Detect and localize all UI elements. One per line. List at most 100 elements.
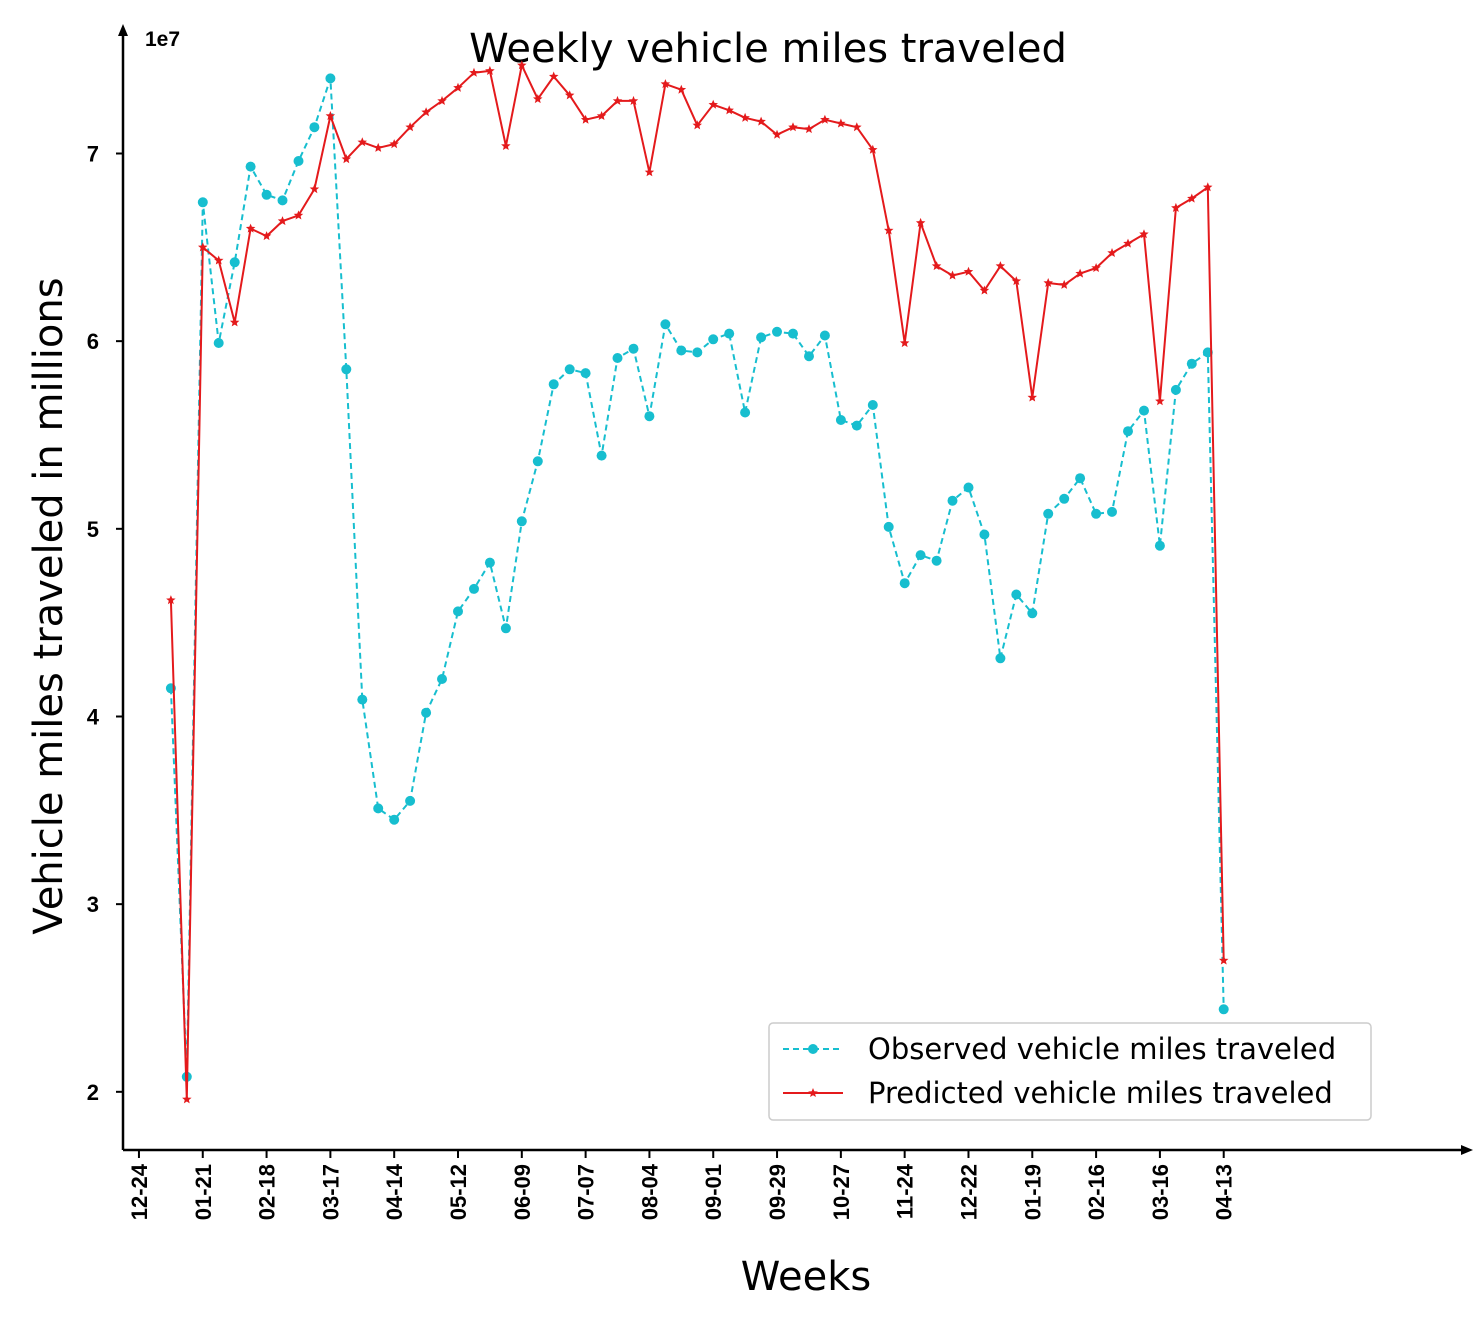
observed-point — [309, 122, 320, 133]
x-tick-label: 04-14 — [382, 1163, 407, 1220]
observed-point — [772, 326, 782, 337]
predicted-point — [692, 120, 702, 130]
x-tick-label: 08-04 — [637, 1163, 662, 1220]
predicted-point — [820, 114, 830, 124]
predicted-point — [660, 79, 671, 89]
predicted-point — [1091, 263, 1101, 272]
x-tick-label: 03-16 — [1148, 1164, 1173, 1220]
observed-point — [628, 343, 639, 354]
predicted-point — [1187, 193, 1197, 203]
legend-predicted-label: Predicted vehicle miles traveled — [868, 1076, 1333, 1110]
x-tick-label: 04-13 — [1212, 1164, 1237, 1220]
observed-series-line — [169, 77, 1225, 1078]
predicted-point — [724, 105, 734, 115]
observed-point — [453, 606, 463, 617]
observed-point — [1059, 493, 1070, 504]
x-tick-label: 03-17 — [318, 1164, 343, 1220]
y-tick-label: 2 — [87, 1080, 99, 1105]
predicted-series-line — [169, 64, 1225, 1101]
observed-point — [1218, 1004, 1229, 1015]
legend-observed-label: Observed vehicle miles traveled — [868, 1032, 1336, 1066]
y-tick-label: 3 — [87, 892, 99, 917]
y-offset-label: 1e7 — [145, 28, 180, 51]
observed-point — [835, 415, 846, 425]
predicted-point — [245, 223, 256, 233]
predicted-point — [564, 90, 575, 100]
observed-point — [421, 707, 432, 718]
predicted-point — [852, 122, 862, 132]
x-axis-label: Weeks — [741, 1254, 871, 1300]
observed-point — [277, 195, 288, 206]
predicted-point — [469, 67, 479, 77]
predicted-point — [1075, 268, 1085, 278]
observed-point — [1186, 358, 1197, 369]
predicted-point — [501, 141, 511, 150]
observed-point — [931, 555, 942, 566]
x-axis-arrow — [1461, 1145, 1473, 1155]
observed-point — [756, 332, 767, 343]
predicted-point — [549, 71, 559, 81]
observed-point — [437, 674, 447, 684]
x-tick-label: 12-22 — [957, 1164, 982, 1220]
predicted-point — [293, 210, 304, 220]
predicted-point — [214, 255, 224, 265]
observed-point — [405, 795, 416, 806]
predicted-point — [884, 225, 894, 235]
observed-point — [899, 578, 910, 589]
predicted-point — [373, 142, 383, 152]
observed-point — [724, 328, 735, 339]
observed-point — [389, 814, 400, 825]
predicted-point — [644, 167, 655, 177]
legend-predicted-marker — [808, 1088, 818, 1097]
observed-point — [469, 583, 479, 594]
predicted-point — [788, 122, 798, 132]
predicted-point — [804, 124, 814, 134]
predicted-point — [453, 82, 463, 92]
predicted-point — [915, 217, 926, 227]
observed-point — [596, 450, 607, 461]
observed-point — [261, 189, 272, 200]
predicted-point — [261, 231, 272, 241]
x-tick-label: 07-07 — [574, 1164, 599, 1220]
observed-point — [963, 482, 974, 493]
observed-point — [580, 368, 591, 379]
observed-point — [692, 347, 703, 358]
observed-point — [979, 529, 990, 540]
observed-point — [229, 257, 240, 268]
x-tick-label: 11-24 — [893, 1163, 918, 1219]
observed-point — [1154, 540, 1165, 551]
predicted-point — [533, 94, 543, 104]
y-ticks: 2 3 4 5 6 7 — [87, 141, 123, 1105]
predicted-point — [1171, 202, 1181, 212]
y-tick-label: 5 — [87, 517, 99, 542]
legend: Observed vehicle miles traveled Predicte… — [768, 1022, 1372, 1121]
observed-point — [357, 694, 368, 705]
predicted-point — [198, 242, 208, 252]
predicted-point — [405, 122, 415, 132]
observed-point — [484, 557, 495, 568]
predicted-point — [1107, 248, 1117, 257]
x-tick-label: 05-12 — [446, 1164, 471, 1220]
observed-point — [532, 456, 543, 467]
observed-point — [293, 156, 304, 166]
predicted-point — [596, 111, 607, 120]
observed-point — [1107, 506, 1117, 517]
chart-title: Weekly vehicle miles traveled — [469, 26, 1067, 72]
legend-box — [768, 1022, 1372, 1121]
observed-point — [915, 550, 926, 561]
x-tick-label: 02-16 — [1084, 1164, 1109, 1220]
predicted-point — [868, 144, 878, 154]
predicted-point — [1043, 278, 1053, 287]
x-tick-label: 01-19 — [1020, 1164, 1045, 1220]
predicted-point — [325, 111, 336, 120]
observed-point — [819, 330, 830, 341]
predicted-point — [612, 95, 623, 105]
observed-point — [1043, 508, 1054, 519]
y-axis-arrow — [118, 24, 128, 36]
observed-point — [197, 197, 208, 208]
x-tick-label: 09-29 — [765, 1164, 790, 1220]
predicted-point — [995, 261, 1006, 271]
observed-point — [325, 73, 336, 84]
predicted-point — [931, 261, 942, 271]
